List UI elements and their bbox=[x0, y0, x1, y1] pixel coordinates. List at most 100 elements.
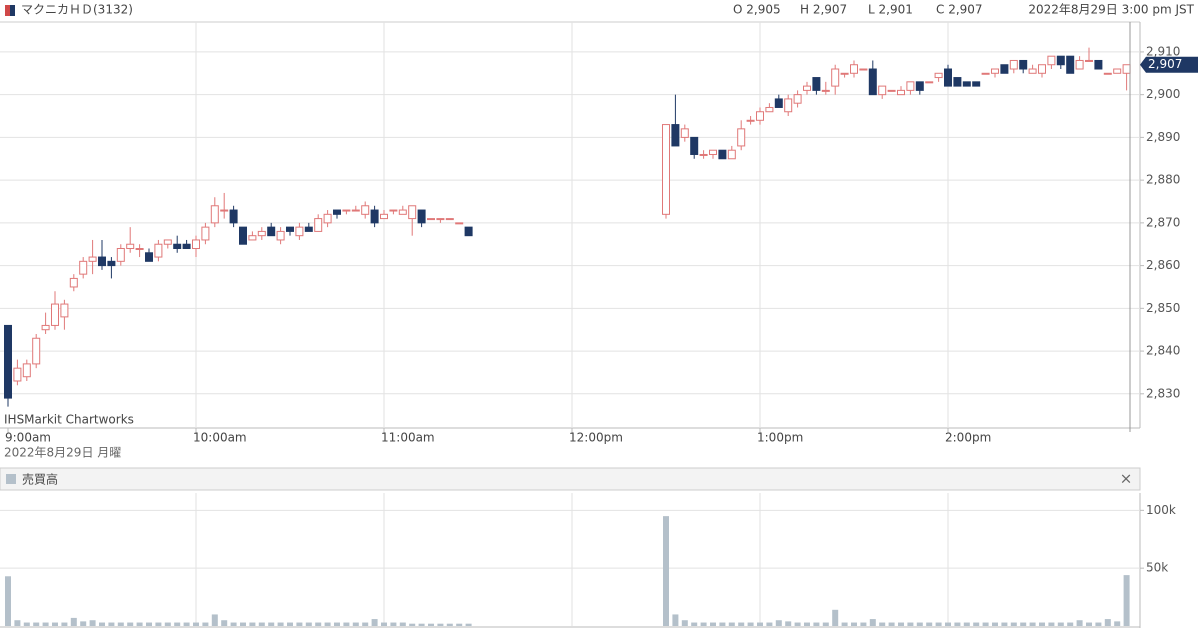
candle-body bbox=[953, 77, 962, 87]
candle-body bbox=[210, 205, 219, 224]
y-tick-label: 2,860 bbox=[1146, 258, 1180, 272]
y-tick-label: 50k bbox=[1146, 561, 1168, 575]
volume-bar bbox=[390, 622, 397, 626]
volume-bar bbox=[1104, 619, 1111, 626]
volume-bar bbox=[315, 622, 322, 626]
candle-body bbox=[906, 81, 915, 91]
y-tick-label: 2,880 bbox=[1146, 173, 1180, 187]
volume-bar bbox=[832, 609, 839, 626]
candle-body bbox=[107, 260, 116, 267]
volume-bar bbox=[221, 620, 228, 626]
candle-body bbox=[1009, 59, 1018, 70]
volume-bar bbox=[851, 622, 857, 626]
candle-body bbox=[41, 324, 50, 331]
candle-body bbox=[22, 363, 31, 378]
candle-body bbox=[295, 226, 304, 237]
candle-body bbox=[1085, 59, 1093, 62]
candle-body bbox=[831, 68, 840, 87]
volume-bar bbox=[982, 622, 989, 626]
candle-body bbox=[314, 218, 323, 232]
candle-body bbox=[13, 367, 22, 382]
candle-body bbox=[840, 72, 849, 75]
volume-bar bbox=[61, 622, 68, 626]
volume-bar bbox=[935, 622, 942, 626]
candle-body bbox=[756, 111, 764, 121]
candle-body bbox=[944, 68, 952, 87]
volume-bar bbox=[1067, 622, 1074, 626]
candle-body bbox=[878, 85, 887, 96]
watermark: IHSMarkit Chartworks bbox=[4, 413, 134, 427]
candle-body bbox=[333, 209, 341, 215]
volume-bar bbox=[738, 622, 745, 626]
candle-body bbox=[342, 209, 351, 212]
volume-bar bbox=[418, 623, 425, 626]
volume-bar bbox=[992, 622, 998, 626]
candle-body bbox=[962, 81, 971, 87]
y-tick-label: 2,830 bbox=[1146, 386, 1180, 400]
candle-body bbox=[821, 89, 830, 92]
volume-bar bbox=[164, 622, 171, 626]
candle-body bbox=[1019, 59, 1028, 70]
candle-body bbox=[991, 68, 999, 74]
candle-body bbox=[680, 128, 689, 138]
candle-body bbox=[981, 72, 990, 75]
candle-body bbox=[727, 149, 736, 160]
volume-header bbox=[0, 467, 1141, 491]
volume-bar bbox=[155, 622, 162, 626]
candle-body bbox=[718, 149, 727, 160]
y-tick-label: 2,890 bbox=[1146, 130, 1180, 144]
volume-bar bbox=[296, 622, 303, 626]
volume-bar bbox=[804, 622, 810, 626]
volume-bar bbox=[1048, 622, 1055, 626]
candle-body bbox=[1103, 72, 1112, 75]
volume-bar bbox=[1001, 622, 1008, 626]
candle-body bbox=[51, 303, 59, 326]
candle-body bbox=[765, 106, 774, 113]
y-tick-label: 2,850 bbox=[1146, 301, 1180, 315]
volume-bar bbox=[700, 622, 707, 626]
ohlc-high: H 2,907 bbox=[800, 3, 847, 17]
volume-bar bbox=[841, 622, 848, 626]
date-label: 2022年8月29日 月曜 bbox=[4, 446, 121, 460]
volume-bar bbox=[1123, 575, 1130, 626]
candle-body bbox=[699, 153, 708, 156]
volume-bar bbox=[268, 622, 275, 626]
volume-bar bbox=[1086, 622, 1092, 626]
volume-bar bbox=[5, 576, 11, 626]
candle-body bbox=[380, 213, 388, 220]
candle-body bbox=[239, 226, 247, 245]
ohlc-close: C 2,907 bbox=[936, 3, 983, 17]
candle-body bbox=[1000, 64, 1009, 74]
candle-body bbox=[370, 209, 379, 224]
volume-title: 売買高 bbox=[22, 472, 58, 487]
volume-bar bbox=[719, 622, 726, 626]
volume-bar bbox=[945, 622, 951, 626]
close-button[interactable]: × bbox=[1120, 470, 1133, 488]
volume-bar bbox=[954, 622, 961, 626]
candle-body bbox=[1056, 55, 1065, 66]
candle-body bbox=[1075, 59, 1084, 70]
candle-body bbox=[126, 243, 135, 250]
candle-body bbox=[1094, 59, 1103, 70]
candle-body bbox=[803, 85, 811, 91]
candle-body bbox=[662, 124, 670, 215]
volume-bar bbox=[822, 622, 829, 626]
volume-bar bbox=[813, 622, 820, 626]
volume-bar bbox=[710, 622, 716, 626]
volume-bar bbox=[1114, 621, 1121, 626]
x-tick-label: 2:00pm bbox=[945, 431, 991, 445]
candle-body bbox=[1113, 68, 1122, 74]
volume-bar bbox=[399, 622, 406, 626]
candle-body bbox=[746, 119, 755, 122]
candle-body bbox=[793, 94, 802, 104]
candle-body bbox=[173, 243, 182, 250]
candle-body bbox=[1122, 64, 1131, 74]
candle-body bbox=[1066, 55, 1075, 74]
candle-body bbox=[868, 68, 877, 96]
candle-body bbox=[79, 260, 88, 275]
volume-bar bbox=[14, 620, 21, 626]
candle-body bbox=[859, 68, 868, 71]
candle-body bbox=[972, 81, 981, 87]
volume-bar bbox=[1039, 622, 1045, 626]
volume-bar bbox=[324, 622, 331, 626]
